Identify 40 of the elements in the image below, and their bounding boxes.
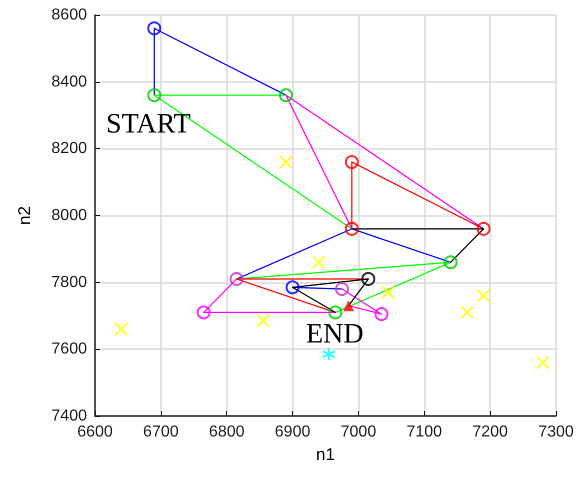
point [322, 347, 336, 362]
point [444, 255, 458, 270]
point [256, 314, 270, 328]
point [381, 285, 396, 300]
point [196, 305, 211, 320]
x-axis-title: n1 [316, 445, 335, 464]
y-tick-label: 7600 [51, 340, 88, 358]
x-tick-label: 7100 [406, 424, 442, 440]
point [343, 300, 354, 312]
point [147, 21, 162, 36]
x-tick-label: 7300 [538, 424, 574, 440]
point [328, 305, 342, 320]
x-tick-label: 6600 [77, 424, 113, 440]
y-tick-label: 8600 [51, 6, 88, 24]
point [114, 322, 128, 336]
x-tick-label: 6700 [143, 424, 179, 440]
point [536, 356, 550, 370]
x-tick-label: 6800 [208, 424, 245, 440]
y-axis-title: n2 [15, 206, 34, 225]
point [334, 282, 349, 296]
x-tick-label: 6900 [274, 424, 310, 440]
point [278, 155, 293, 170]
y-tick-label: 8400 [51, 73, 88, 90]
y-tick-label: 8000 [51, 207, 88, 224]
annotation: START [106, 108, 191, 140]
point [286, 280, 300, 294]
point [147, 88, 162, 102]
annotation: END [306, 318, 364, 350]
point [460, 305, 474, 320]
y-tick-label: 7800 [51, 274, 88, 291]
x-tick-label: 7200 [472, 424, 508, 440]
point [312, 255, 326, 270]
point [476, 288, 491, 303]
y-tick-label: 8200 [51, 140, 88, 158]
y-tick-label: 7400 [51, 408, 88, 424]
point [374, 307, 388, 322]
point [279, 88, 293, 102]
point [361, 272, 376, 286]
point [230, 272, 244, 286]
x-tick-label: 7000 [340, 424, 376, 440]
